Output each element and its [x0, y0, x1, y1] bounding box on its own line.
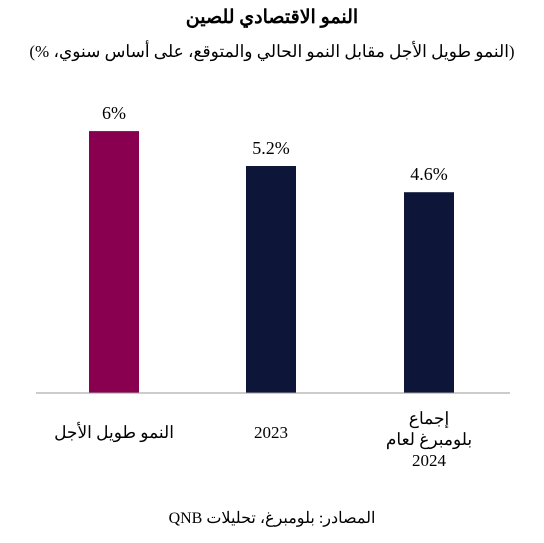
value-label-2: 5.2% [252, 138, 290, 158]
bar-1 [89, 131, 139, 393]
bar-3 [404, 192, 454, 393]
category-label-2-line-1: 2023 [254, 423, 288, 442]
bars-group [89, 131, 454, 393]
value-labels-group: 6% 5.2% 4.6% [102, 103, 448, 184]
chart-title: النمو الاقتصادي للصين [185, 7, 359, 28]
source-note: المصادر: بلومبرغ، تحليلات QNB [168, 510, 376, 527]
category-label-3-line-1: إجماع [409, 409, 449, 429]
value-label-3: 4.6% [410, 164, 448, 184]
category-label-1-line-1: النمو طويل الأجل [54, 422, 174, 443]
category-label-3-line-3: 2024 [412, 451, 447, 470]
bar-2 [246, 166, 296, 393]
chart-subtitle: (النمو طويل الأجل مقابل النمو الحالي وال… [29, 42, 515, 61]
value-label-1: 6% [102, 103, 126, 123]
category-label-3-line-2: بلومبرغ لعام [386, 430, 472, 450]
